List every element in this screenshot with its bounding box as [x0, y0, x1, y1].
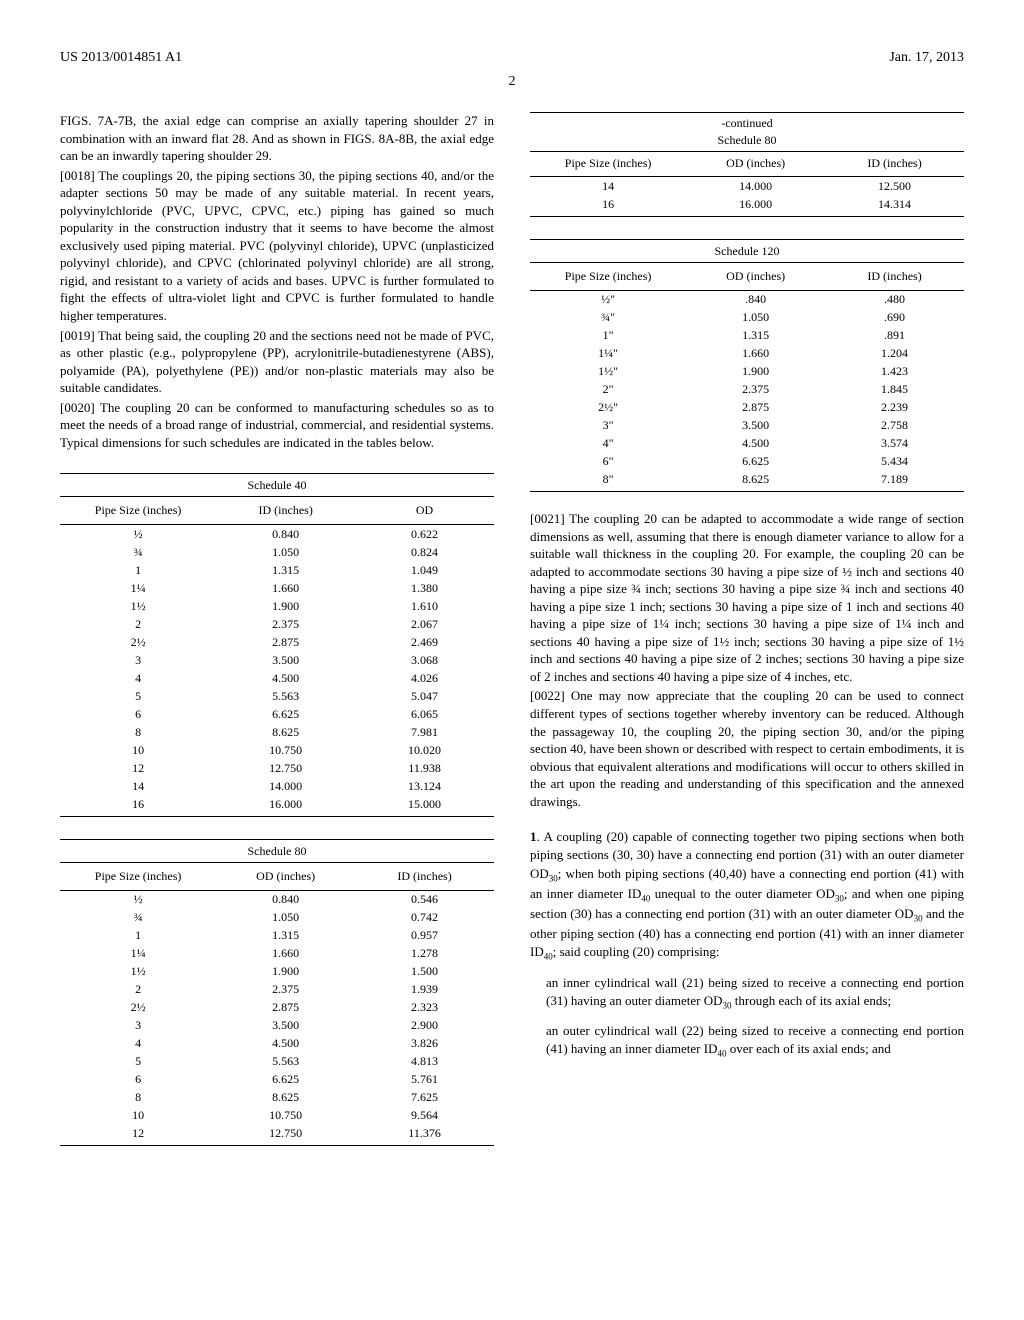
table-row: 1616.00014.314 — [530, 195, 964, 216]
table-header-row: Pipe Size (inches) OD (inches) ID (inche… — [60, 862, 494, 890]
table-row: 66.6256.065 — [60, 705, 494, 723]
schedule-80-continued-table: -continued Schedule 80 Pipe Size (inches… — [530, 112, 964, 217]
table-row: 44.5003.826 — [60, 1035, 494, 1053]
table-row: 1¼1.6601.380 — [60, 579, 494, 597]
table-row: ¾1.0500.742 — [60, 909, 494, 927]
table-row: 1212.75011.376 — [60, 1125, 494, 1146]
table-row: 1¼"1.6601.204 — [530, 345, 964, 363]
schedule-80-table: Schedule 80 Pipe Size (inches) OD (inche… — [60, 839, 494, 1147]
intro-para: FIGS. 7A-7B, the axial edge can comprise… — [60, 112, 494, 165]
schedule-80c-body: 1414.00012.5001616.00014.314 — [530, 177, 964, 217]
table-row: 22.3752.067 — [60, 615, 494, 633]
table-row: 3"3.5002.758 — [530, 417, 964, 435]
table-title-row: Schedule 40 — [60, 474, 494, 497]
page-header: US 2013/0014851 A1 Jan. 17, 2013 — [60, 50, 964, 66]
table-row: 1½1.9001.500 — [60, 963, 494, 981]
table-row: 2"2.3751.845 — [530, 381, 964, 399]
table-row: 8"8.6257.189 — [530, 471, 964, 492]
two-column-layout: FIGS. 7A-7B, the axial edge can comprise… — [60, 112, 964, 1164]
para-0022: [0022] One may now appreciate that the c… — [530, 687, 964, 810]
table-row: 66.6255.761 — [60, 1071, 494, 1089]
table-row: 1616.00015.000 — [60, 795, 494, 816]
table-row: 1½1.9001.610 — [60, 597, 494, 615]
patent-number: US 2013/0014851 A1 — [60, 50, 182, 66]
claim-1: 1. A coupling (20) capable of connecting… — [530, 828, 964, 963]
left-column: FIGS. 7A-7B, the axial edge can comprise… — [60, 112, 494, 1164]
para-0018: [0018] The couplings 20, the piping sect… — [60, 167, 494, 325]
table-row: ½0.8400.546 — [60, 890, 494, 909]
schedule-40-table: Schedule 40 Pipe Size (inches) ID (inche… — [60, 473, 494, 817]
page-number: 2 — [60, 74, 964, 90]
table-row: 33.5003.068 — [60, 651, 494, 669]
table-row: 1212.75011.938 — [60, 759, 494, 777]
table-row: 11.3151.049 — [60, 561, 494, 579]
schedule-120-table: Schedule 120 Pipe Size (inches) OD (inch… — [530, 239, 964, 493]
table-title-row: Schedule 120 — [530, 239, 964, 262]
table-title-row: Schedule 80 — [60, 839, 494, 862]
table-row: 44.5004.026 — [60, 669, 494, 687]
table-row: 1½"1.9001.423 — [530, 363, 964, 381]
table-row: 2½"2.8752.239 — [530, 399, 964, 417]
table-row: ½".840.480 — [530, 290, 964, 309]
table-row: 55.5634.813 — [60, 1053, 494, 1071]
para-0020: [0020] The coupling 20 can be conformed … — [60, 399, 494, 452]
table-title-row: Schedule 80 — [530, 131, 964, 152]
table-row: ¾1.0500.824 — [60, 543, 494, 561]
schedule-120-body: ½".840.480¾"1.050.6901"1.315.8911¼"1.660… — [530, 290, 964, 492]
table-header-row: Pipe Size (inches) OD (inches) ID (inche… — [530, 152, 964, 177]
table-row: 1010.7509.564 — [60, 1107, 494, 1125]
table-row: 33.5002.900 — [60, 1017, 494, 1035]
table-header-row: Pipe Size (inches) ID (inches) OD — [60, 497, 494, 525]
publication-date: Jan. 17, 2013 — [889, 50, 964, 66]
table-row: 11.3150.957 — [60, 927, 494, 945]
table-row: ½0.8400.622 — [60, 525, 494, 544]
table-row: ¾"1.050.690 — [530, 309, 964, 327]
para-0019: [0019] That being said, the coupling 20 … — [60, 327, 494, 397]
continued-label-row: -continued — [530, 113, 964, 132]
table-row: 1414.00012.500 — [530, 177, 964, 196]
table-row: 2½2.8752.323 — [60, 999, 494, 1017]
table-row: 4"4.5003.574 — [530, 435, 964, 453]
table-row: 1010.75010.020 — [60, 741, 494, 759]
right-column: -continued Schedule 80 Pipe Size (inches… — [530, 112, 964, 1164]
para-0021: [0021] The coupling 20 can be adapted to… — [530, 510, 964, 685]
table-row: 6"6.6255.434 — [530, 453, 964, 471]
claims-block: 1. A coupling (20) capable of connecting… — [530, 828, 964, 1060]
table-row: 1414.00013.124 — [60, 777, 494, 795]
table-row: 1"1.315.891 — [530, 327, 964, 345]
table-row: 2½2.8752.469 — [60, 633, 494, 651]
table-row: 88.6257.625 — [60, 1089, 494, 1107]
schedule-80-body: ½0.8400.546¾1.0500.74211.3150.9571¼1.660… — [60, 890, 494, 1146]
schedule-40-body: ½0.8400.622¾1.0500.82411.3151.0491¼1.660… — [60, 525, 494, 817]
table-row: 88.6257.981 — [60, 723, 494, 741]
table-row: 1¼1.6601.278 — [60, 945, 494, 963]
table-row: 22.3751.939 — [60, 981, 494, 999]
claim-1a: an inner cylindrical wall (21) being siz… — [546, 974, 964, 1012]
table-row: 55.5635.047 — [60, 687, 494, 705]
claim-1b: an outer cylindrical wall (22) being siz… — [546, 1022, 964, 1060]
table-header-row: Pipe Size (inches) OD (inches) ID (inche… — [530, 262, 964, 290]
